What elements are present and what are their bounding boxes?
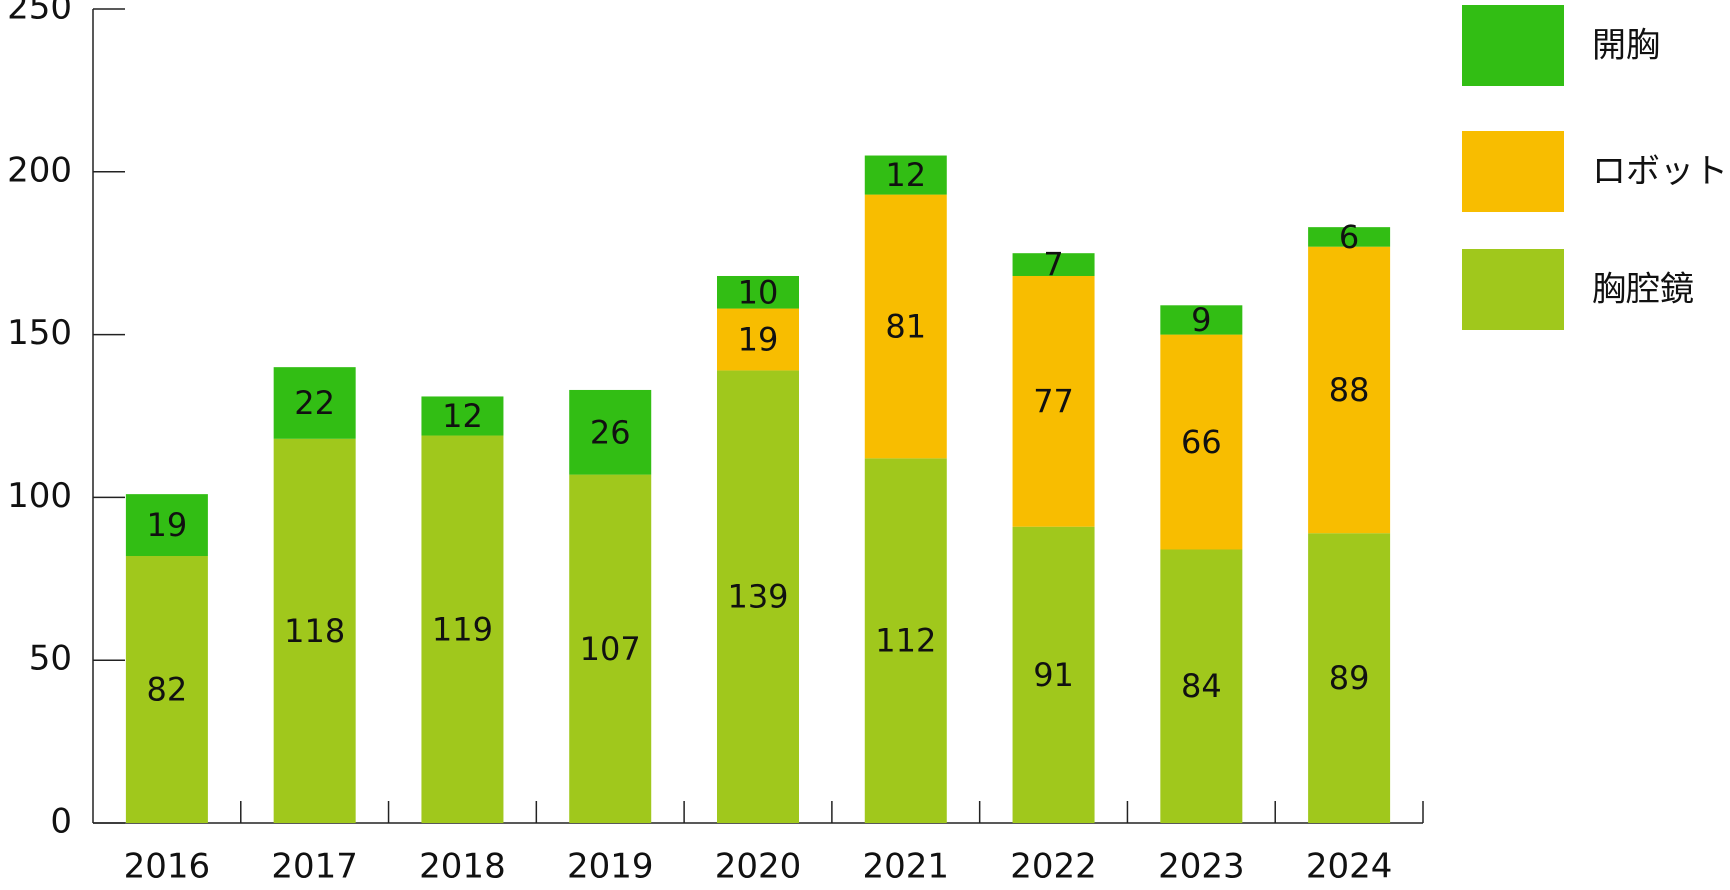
y-tick-label: 100 — [7, 476, 72, 516]
data-label: 10 — [738, 273, 779, 311]
y-tick-label: 200 — [7, 150, 72, 190]
legend-swatch — [1462, 249, 1564, 330]
x-tick-label: 2022 — [1010, 847, 1097, 887]
data-label: 118 — [284, 612, 345, 650]
y-axis: 0 50 100 150 200 250 — [7, 0, 125, 842]
legend-label: ロボット — [1592, 152, 1728, 192]
bar-segment — [717, 370, 799, 823]
data-label: 12 — [885, 156, 926, 194]
x-tick-label: 2021 — [863, 847, 950, 887]
data-label: 82 — [147, 671, 188, 709]
data-label: 88 — [1329, 371, 1370, 409]
data-label: 107 — [580, 630, 641, 668]
bar-segment — [717, 308, 799, 371]
y-tick-label: 250 — [7, 0, 72, 28]
x-tick-label: 2017 — [271, 847, 358, 887]
data-label: 22 — [294, 384, 335, 422]
bar-segment — [1012, 275, 1095, 527]
x-tick-label: 2019 — [567, 847, 654, 887]
y-tick-label: 150 — [7, 313, 72, 353]
data-label: 81 — [885, 307, 926, 345]
bar-segment — [569, 389, 652, 475]
data-label: 26 — [590, 413, 631, 451]
bar-segment — [864, 155, 947, 195]
data-label: 77 — [1033, 382, 1074, 420]
x-tick-label: 2016 — [124, 847, 211, 887]
bar-segment — [1012, 253, 1095, 276]
legend-swatch — [1462, 5, 1564, 86]
data-label: 19 — [147, 506, 188, 544]
bar-segment — [421, 435, 504, 823]
data-label: 91 — [1033, 656, 1074, 694]
bar-segment — [717, 275, 799, 309]
y-tick-label: 50 — [29, 639, 72, 679]
bar-segment — [1012, 526, 1095, 823]
bar-segment — [125, 556, 208, 823]
data-label: 9 — [1191, 301, 1211, 339]
x-tick-label: 2020 — [715, 847, 802, 887]
data-label: 6 — [1339, 218, 1359, 256]
bar-segment — [125, 494, 208, 557]
bar-segment — [864, 458, 947, 823]
bar-segment — [1308, 227, 1391, 247]
data-label: 12 — [442, 397, 483, 435]
bar-segment — [1160, 305, 1243, 335]
legend-swatch — [1462, 131, 1564, 212]
data-label: 7 — [1043, 246, 1063, 284]
data-label: 119 — [432, 610, 493, 648]
bar-segment — [1160, 334, 1243, 550]
bar-segment — [273, 438, 356, 823]
data-label: 66 — [1181, 423, 1222, 461]
x-axis: 2016 2017 2018 2019 2020 2021 2022 2023 2024 — [93, 801, 1424, 887]
data-label: 139 — [727, 578, 788, 616]
x-tick-label: 2023 — [1158, 847, 1245, 887]
bar-segment — [569, 474, 652, 823]
x-tick-label: 2018 — [419, 847, 506, 887]
data-label: 84 — [1181, 667, 1222, 705]
bar-segment — [1308, 533, 1391, 823]
y-tick-label: 0 — [50, 802, 72, 842]
x-tick-label: 2024 — [1306, 847, 1393, 887]
bar-segment — [1308, 246, 1391, 534]
bar-segment — [1160, 549, 1243, 823]
bars: 8219118221191210726139191011281129177784… — [125, 155, 1391, 823]
bar-segment — [273, 367, 356, 439]
legend-label: 胸腔鏡 — [1592, 270, 1694, 310]
data-label: 89 — [1329, 659, 1370, 697]
data-label: 19 — [738, 320, 779, 358]
bar-segment — [421, 396, 504, 436]
bar-segment — [864, 194, 947, 459]
legend-label: 開胸 — [1592, 26, 1660, 66]
data-label: 112 — [875, 622, 936, 660]
